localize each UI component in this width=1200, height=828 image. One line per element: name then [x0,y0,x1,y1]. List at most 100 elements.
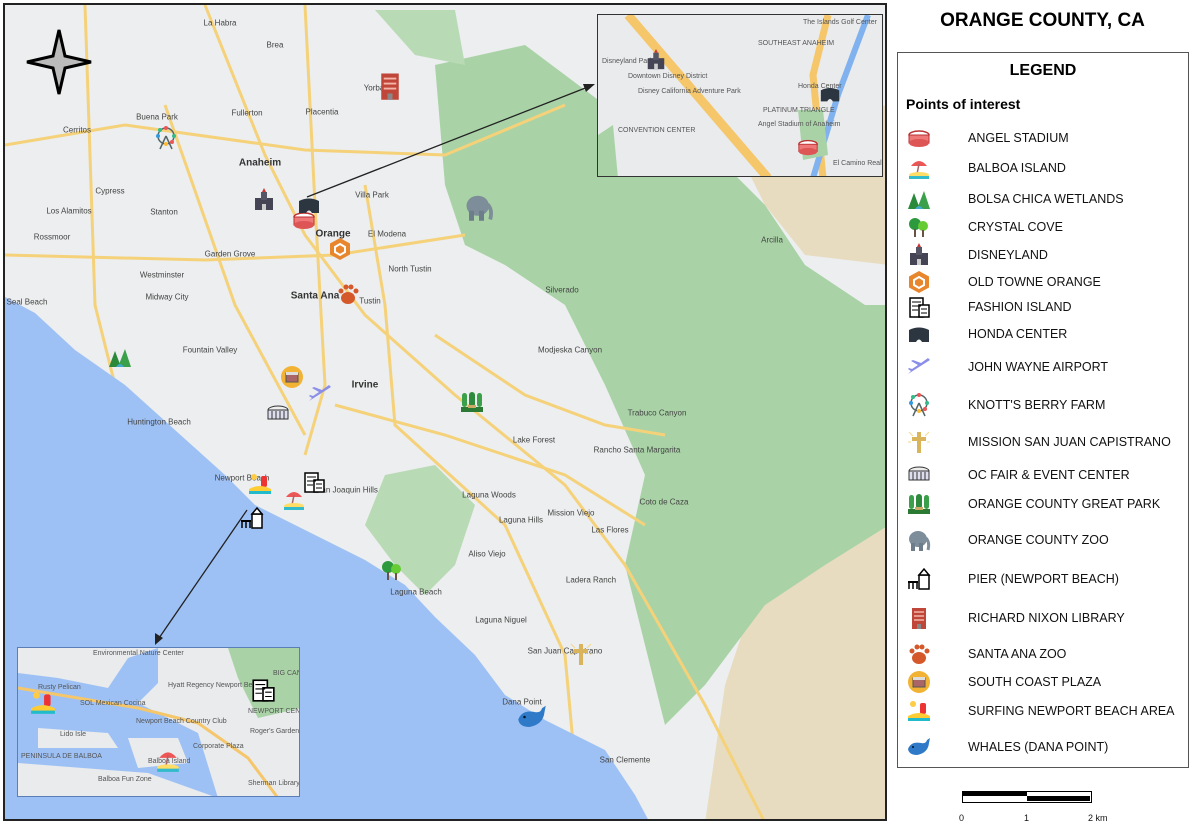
stadium-icon[interactable] [797,136,819,158]
legend-item: DISNEYLAND [898,243,1188,269]
legend-item-label: OC FAIR & EVENT CENTER [968,468,1130,482]
place-label: Arcilla [761,235,783,245]
place-label: San Clemente [599,755,651,765]
arena-icon[interactable] [297,193,321,217]
castle-icon [907,243,931,267]
place-label: Fullerton [231,108,263,118]
place-label: Orange [315,228,351,240]
legend-item: OLD TOWNE ORANGE [898,270,1188,296]
park-icon[interactable] [460,390,484,414]
place-label: Laguna Woods [462,490,516,500]
inset-pointer-line [156,509,248,642]
scale-label-1: 1 [1024,813,1030,823]
inset-place-label: Corporate Plaza [193,743,244,750]
inset-place-label: Hyatt Regency Newport Beach [168,682,264,689]
scale-label-2: 2 km [1088,813,1108,823]
cross-icon [907,430,931,454]
hills-area [365,465,475,595]
place-label: San Joaquin Hills [316,485,378,495]
elephant-icon [907,528,931,552]
shopping-plaza-icon [907,670,931,694]
place-label: Las Flores [591,525,629,535]
paw-icon [907,642,931,666]
stadium-icon[interactable] [292,208,316,232]
trees-icon [907,215,931,239]
ferris-wheel-icon[interactable] [154,126,178,150]
legend-item-label: CRYSTAL COVE [968,220,1063,234]
legend-item: KNOTT'S BERRY FARM [898,393,1188,419]
legend-item: JOHN WAYNE AIRPORT [898,355,1188,381]
wetlands-icon[interactable] [108,345,132,369]
library-building-icon [907,606,931,630]
airplane-icon[interactable] [308,382,332,406]
legend-item-label: RICHARD NIXON LIBRARY [968,611,1125,625]
arena-icon[interactable] [819,83,841,105]
ferris-wheel-icon [907,393,931,417]
map[interactable]: La Habra Brea Fullerton Placentia Buena Park… [3,3,887,821]
place-label: Irvine [351,379,379,391]
surfing-icon[interactable] [30,690,56,716]
castle-icon[interactable] [645,49,667,71]
legend-item-label: DISNEYLAND [968,248,1048,262]
place-label: Los Alamitos [46,206,92,216]
legend-item-label: KNOTT'S BERRY FARM [968,398,1106,412]
inset-background [598,15,871,176]
roads [5,5,765,819]
fair-stadium-icon [907,463,931,487]
inset-place-label: Roger's Gardens [250,728,300,735]
paw-icon[interactable] [336,282,360,306]
place-label: Modjeska Canyon [537,345,603,355]
place-label: Midway City [145,292,189,302]
place-label: Ladera Ranch [565,575,617,585]
elephant-icon[interactable] [464,192,494,222]
inset-place-label: Angel Stadium of Anaheim [758,121,841,128]
legend-item: RICHARD NIXON LIBRARY [898,606,1188,632]
inset-map-anaheim[interactable]: SOUTHEAST ANAHEIM Disneyland Park Downtown… [597,14,883,177]
cross-icon[interactable] [569,642,593,666]
legend-subtitle: Points of interest [906,96,1021,112]
inset-place-label: The Islands Golf Center [803,19,877,26]
inset-place-label: El Camino Real Park [833,160,882,167]
legend-item-label: OLD TOWNE ORANGE [968,275,1101,289]
inset-pointer-line [306,84,594,198]
surfing-icon[interactable] [248,472,272,496]
place-label: Trabuco Canyon [627,408,687,418]
hexagon-icon[interactable] [328,237,352,261]
whale-icon[interactable] [517,702,547,732]
place-label: Aliso Viejo [468,549,506,559]
legend-item-label: SURFING NEWPORT BEACH AREA [968,704,1175,718]
beach-umbrella-icon[interactable] [155,747,181,773]
place-label: Fountain Valley [182,345,238,355]
library-building-icon[interactable] [375,71,405,101]
inset-map-newport[interactable]: Environmental Nature Center Rusty Pelican… [17,647,300,797]
inset-place-label: Sherman Library & Gardens [248,780,300,787]
trees-icon[interactable] [380,558,404,582]
shopping-plaza-icon[interactable] [280,365,304,389]
legend-item-label: PIER (NEWPORT BEACH) [968,572,1119,586]
fair-stadium-icon[interactable] [266,402,290,426]
inset-place-label: BIG CANYON [273,670,299,677]
inset-place-label: SOUTHEAST ANAHEIM [758,40,835,47]
legend-item: ORANGE COUNTY GREAT PARK [898,492,1188,518]
place-label: Newport Beach [214,473,270,483]
place-label: Rancho Santa Margarita [593,445,681,455]
legend-item: HONDA CENTER [898,322,1188,348]
mall-icon[interactable] [302,470,326,494]
castle-icon[interactable] [252,188,276,212]
beach-umbrella-icon[interactable] [282,487,306,511]
mall-icon[interactable] [250,677,276,703]
legend-item-label: HONDA CENTER [968,327,1068,341]
inset-place-label: Rusty Pelican [38,684,81,691]
legend-item-label: ORANGE COUNTY ZOO [968,533,1109,547]
whale-icon [907,735,931,759]
place-label: Seal Beach [6,297,48,307]
map-title: ORANGE COUNTY, CA [940,10,1145,31]
place-label: Lake Forest [512,435,556,445]
legend-item-label: BALBOA ISLAND [968,161,1066,175]
pier-icon[interactable] [240,506,264,530]
legend-item: SOUTH COAST PLAZA [898,670,1188,696]
inset-place-label: Disney California Adventure Park [638,88,741,95]
place-label: Cerritos [62,125,92,135]
place-label: Silverado [545,285,579,295]
scale-bar [962,791,1092,803]
